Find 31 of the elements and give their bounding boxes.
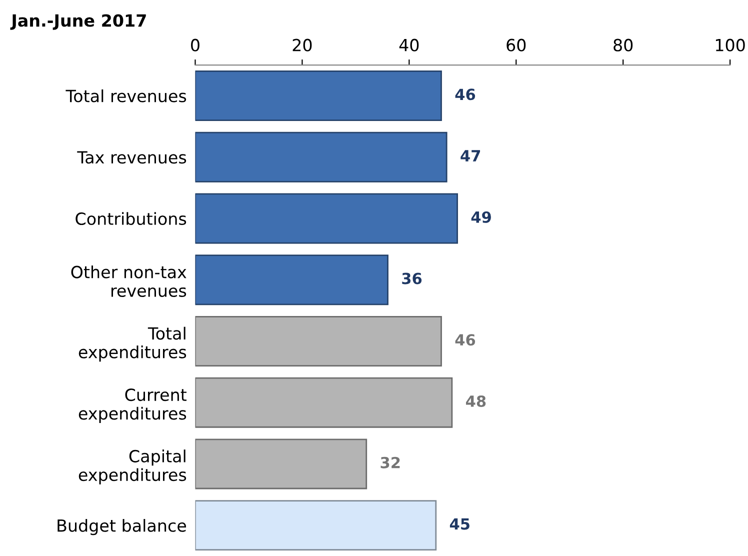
y-tick-label: Other non-tax revenues	[71, 265, 186, 298]
data-label: 46	[455, 334, 476, 346]
bar	[195, 377, 453, 428]
bar	[195, 316, 442, 366]
chart-title: Jan.-June 2017	[10, 14, 146, 30]
x-tick-label: 0	[191, 38, 200, 52]
data-label: 32	[380, 456, 400, 468]
y-tick-label: Total expenditures	[78, 326, 186, 362]
y-tick-label: Current expenditures	[78, 388, 186, 423]
y-tick-label: Capital expenditures	[78, 450, 186, 484]
bar	[195, 500, 437, 551]
x-tick-label: 60	[506, 38, 526, 52]
y-tick-label: Contributions	[76, 212, 186, 226]
y-tick-label: Total revenues	[66, 89, 186, 102]
data-label: 48	[466, 395, 486, 408]
bar	[195, 254, 388, 306]
data-label: 49	[471, 211, 491, 223]
x-tick-label: 40	[399, 38, 419, 52]
y-tick-label: Budget balance	[58, 518, 186, 536]
x-tick-label: 20	[292, 38, 312, 52]
data-label: 45	[450, 518, 470, 530]
data-label: 47	[460, 150, 480, 162]
x-tick-label: 100	[716, 38, 745, 52]
data-label: 46	[455, 88, 476, 100]
bar	[195, 70, 442, 121]
y-tick-label: Tax revenues	[77, 151, 186, 164]
bar	[195, 132, 448, 182]
bar	[195, 193, 458, 244]
x-tick-label: 80	[614, 38, 633, 52]
bar	[195, 438, 368, 490]
data-label: 36	[402, 272, 422, 284]
